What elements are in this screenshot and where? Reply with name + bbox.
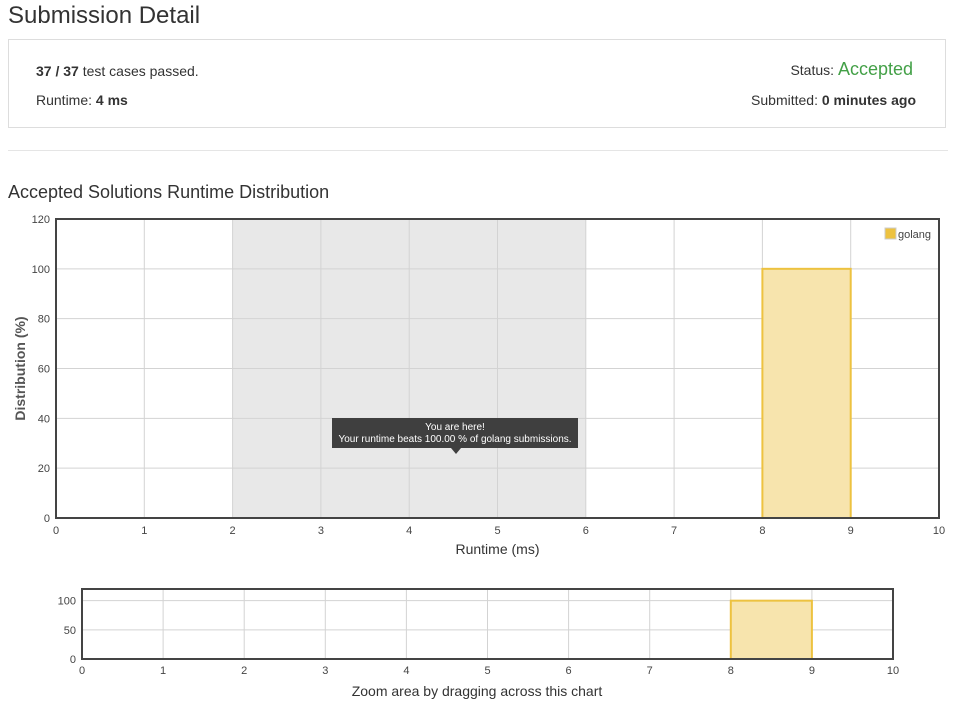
test-cases-count: 37 / 37 bbox=[36, 63, 79, 79]
legend-label-golang: golang bbox=[898, 229, 931, 241]
submitted-summary: Submitted: 0 minutes ago bbox=[751, 92, 916, 108]
tooltip-arrow-icon bbox=[451, 448, 461, 454]
runtime-tooltip: You are here! Your runtime beats 100.00 … bbox=[332, 418, 578, 454]
y-tick-label: 80 bbox=[38, 314, 50, 326]
runtime-value: 4 ms bbox=[95, 92, 128, 108]
x-tick-label: 0 bbox=[79, 665, 85, 677]
status-summary: Status: Accepted bbox=[790, 59, 913, 80]
status-label: Status: bbox=[790, 62, 835, 78]
plot-frame bbox=[55, 218, 940, 519]
x-tick-label: 5 bbox=[494, 525, 500, 537]
x-tick-label: 0 bbox=[53, 525, 59, 537]
y-tick-label: 20 bbox=[38, 463, 50, 475]
y-tick-label: 50 bbox=[64, 625, 76, 637]
test-cases-summary: 37 / 37 test cases passed. bbox=[36, 63, 199, 79]
x-axis-label: Runtime (ms) bbox=[455, 541, 539, 557]
x-tick-label: 4 bbox=[406, 525, 412, 537]
chart-legend: golang bbox=[884, 227, 931, 241]
x-tick-label: 1 bbox=[141, 525, 147, 537]
y-tick-label: 0 bbox=[44, 513, 50, 525]
tooltip-box bbox=[332, 418, 578, 448]
runtime-summary: Runtime: 4 ms bbox=[36, 92, 128, 108]
x-tick-label: 3 bbox=[322, 665, 328, 677]
x-tick-label: 9 bbox=[848, 525, 854, 537]
submitted-label: Submitted: bbox=[751, 92, 818, 108]
y-tick-label: 100 bbox=[58, 596, 76, 608]
x-tick-label: 1 bbox=[160, 665, 166, 677]
x-tick-label: 7 bbox=[647, 665, 653, 677]
test-cases-suffix: test cases passed. bbox=[82, 63, 199, 79]
y-axis-label: Distribution (%) bbox=[12, 316, 28, 420]
legend-swatch-golang bbox=[884, 227, 897, 240]
tooltip-line-2: Your runtime beats 100.00 % of golang su… bbox=[338, 434, 571, 445]
page-title: Submission Detail bbox=[8, 2, 201, 29]
x-tick-label: 2 bbox=[241, 665, 247, 677]
section-title: Accepted Solutions Runtime Distribution bbox=[8, 182, 330, 202]
x-tick-label: 6 bbox=[566, 665, 572, 677]
x-tick-label: 5 bbox=[484, 665, 490, 677]
runtime-label: Runtime: bbox=[36, 92, 93, 108]
section-divider bbox=[8, 150, 948, 151]
x-tick-label: 9 bbox=[809, 665, 815, 677]
y-tick-label: 60 bbox=[38, 364, 50, 376]
submission-summary-panel: 37 / 37 test cases passed. Runtime: 4 ms… bbox=[8, 39, 946, 128]
submitted-value: 0 minutes ago bbox=[821, 92, 916, 108]
y-tick-label: 40 bbox=[38, 413, 50, 425]
chart-bars bbox=[761, 267, 852, 520]
tooltip-line-1: You are here! bbox=[425, 422, 485, 433]
histogram-bar bbox=[761, 267, 852, 520]
x-tick-label: 3 bbox=[318, 525, 324, 537]
x-tick-label: 6 bbox=[583, 525, 589, 537]
status-value[interactable]: Accepted bbox=[837, 59, 913, 79]
x-tick-label: 8 bbox=[759, 525, 765, 537]
y-tick-label: 120 bbox=[32, 214, 50, 226]
x-tick-label: 2 bbox=[230, 525, 236, 537]
x-tick-label: 10 bbox=[933, 525, 945, 537]
zoom-caption: Zoom area by dragging across this chart bbox=[352, 683, 603, 699]
y-tick-label: 100 bbox=[32, 264, 50, 276]
zoom-plot-frame bbox=[81, 588, 894, 660]
x-tick-label: 10 bbox=[887, 665, 899, 677]
zoom-bars bbox=[729, 599, 813, 660]
x-tick-label: 4 bbox=[403, 665, 409, 677]
histogram-bar bbox=[729, 599, 813, 660]
x-tick-label: 7 bbox=[671, 525, 677, 537]
y-tick-label: 0 bbox=[70, 654, 76, 666]
x-tick-label: 8 bbox=[728, 665, 734, 677]
